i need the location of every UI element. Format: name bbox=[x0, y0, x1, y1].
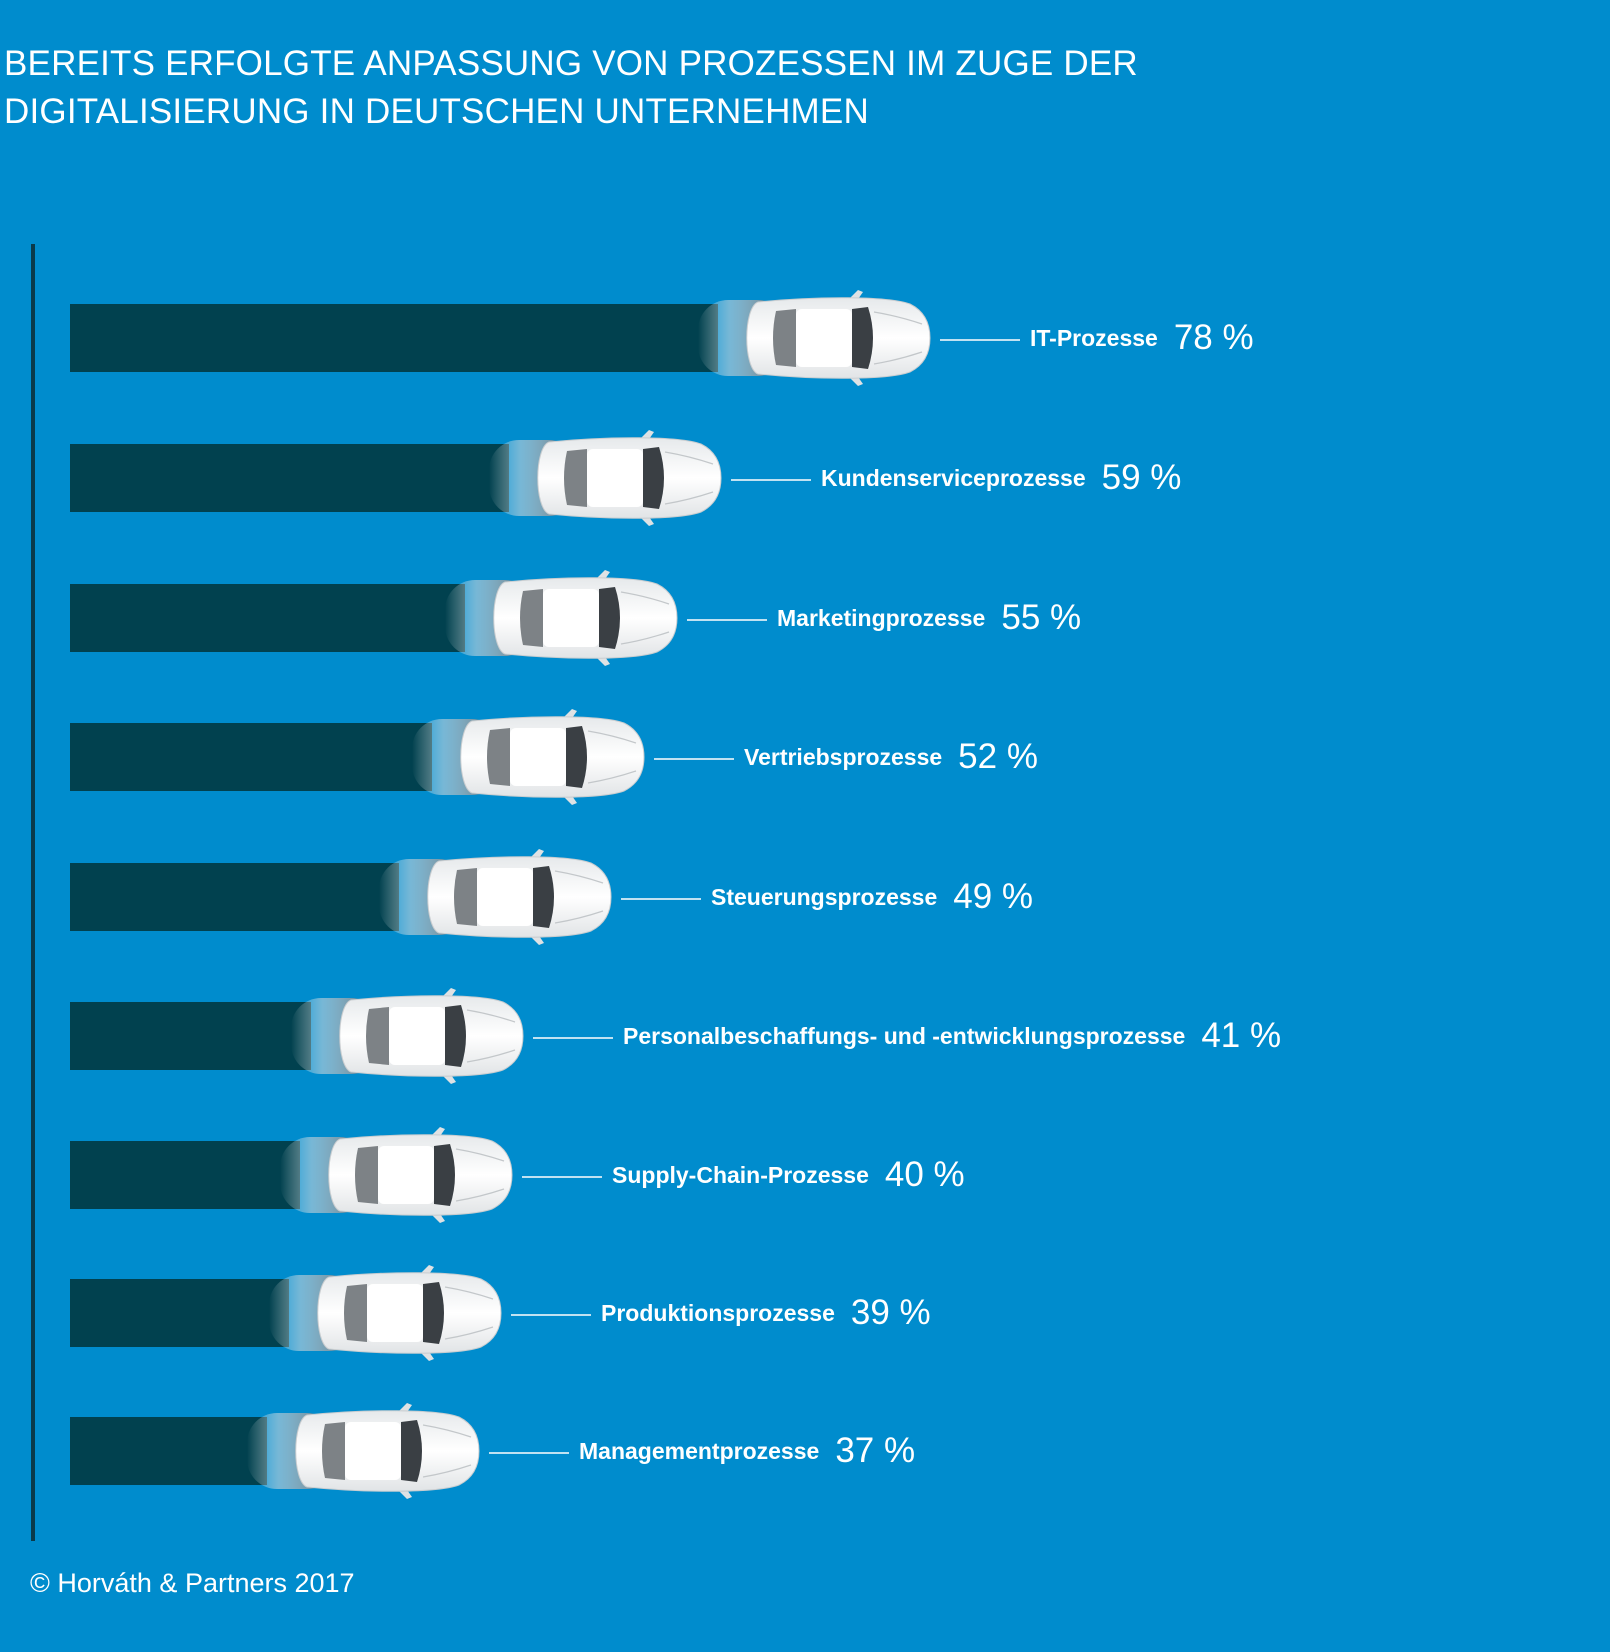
bar bbox=[70, 584, 465, 652]
car-icon bbox=[379, 849, 612, 945]
car-icon bbox=[291, 988, 524, 1084]
bar bbox=[70, 444, 509, 512]
value-label: 39 % bbox=[851, 1293, 931, 1332]
category-label: Marketingprozesse bbox=[777, 605, 985, 631]
car-icon bbox=[269, 1265, 502, 1361]
category-label: Kundenserviceprozesse bbox=[821, 465, 1086, 491]
car-icon bbox=[698, 290, 931, 386]
bar-row: Steuerungsprozesse 49 % bbox=[70, 849, 1033, 945]
car-icon bbox=[412, 709, 645, 805]
car-icon bbox=[489, 430, 722, 526]
car-icon bbox=[280, 1127, 513, 1223]
bar-row: Personalbeschaffungs- und -entwicklungsp… bbox=[70, 988, 1281, 1084]
category-label: Steuerungsprozesse bbox=[711, 884, 937, 910]
chart-title: BEREITS ERFOLGTE ANPASSUNG VON PROZESSEN… bbox=[4, 40, 1138, 136]
bar-row: Supply-Chain-Prozesse 40 % bbox=[70, 1127, 965, 1223]
value-label: 40 % bbox=[885, 1155, 965, 1194]
bar bbox=[70, 863, 399, 931]
value-label: 78 % bbox=[1174, 318, 1254, 357]
category-label: Personalbeschaffungs- und -entwicklungsp… bbox=[623, 1023, 1185, 1049]
bar bbox=[70, 304, 718, 372]
car-icon bbox=[247, 1403, 480, 1499]
bar-row: Vertriebsprozesse 52 % bbox=[70, 709, 1038, 805]
car-icon bbox=[445, 570, 678, 666]
copyright-footer: © Horváth & Partners 2017 bbox=[30, 1568, 355, 1598]
value-label: 55 % bbox=[1001, 598, 1081, 637]
chart-title-line-1: BEREITS ERFOLGTE ANPASSUNG VON PROZESSEN… bbox=[4, 44, 1138, 83]
bar bbox=[70, 1417, 267, 1485]
category-label: IT-Prozesse bbox=[1030, 325, 1158, 351]
value-label: 59 % bbox=[1102, 458, 1182, 497]
value-label: 52 % bbox=[958, 737, 1038, 776]
category-label: Managementprozesse bbox=[579, 1438, 819, 1464]
value-label: 49 % bbox=[953, 877, 1033, 916]
category-label: Produktionsprozesse bbox=[601, 1300, 835, 1326]
category-label: Supply-Chain-Prozesse bbox=[612, 1162, 869, 1188]
bar-row: Kundenserviceprozesse 59 % bbox=[70, 430, 1181, 526]
bar-row: Managementprozesse 37 % bbox=[70, 1403, 915, 1499]
category-label: Vertriebsprozesse bbox=[744, 744, 942, 770]
value-label: 37 % bbox=[835, 1431, 915, 1470]
bar bbox=[70, 1141, 300, 1209]
chart-title-line-2: DIGITALISIERUNG IN DEUTSCHEN UNTERNEHMEN bbox=[4, 92, 869, 131]
bar bbox=[70, 723, 432, 791]
bar-row: IT-Prozesse 78 % bbox=[70, 290, 1254, 386]
bar bbox=[70, 1002, 311, 1070]
bar-row: Produktionsprozesse 39 % bbox=[70, 1265, 931, 1361]
bar bbox=[70, 1279, 289, 1347]
bar-row: Marketingprozesse 55 % bbox=[70, 570, 1081, 666]
value-label: 41 % bbox=[1201, 1016, 1281, 1055]
